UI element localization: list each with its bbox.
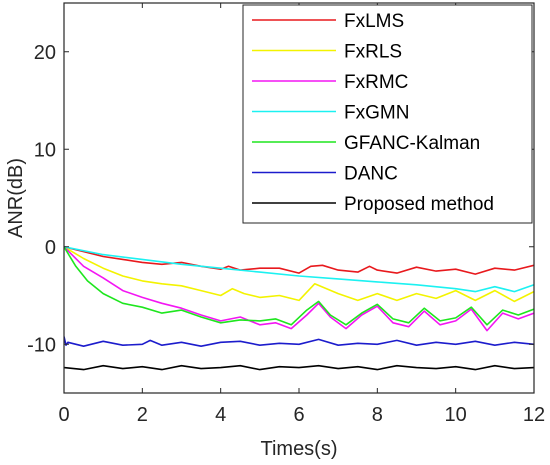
series-line-0 bbox=[64, 246, 534, 275]
y-tick-label-1: 0 bbox=[45, 237, 56, 259]
series-line-6 bbox=[64, 364, 534, 371]
legend-label-2: FxRMC bbox=[344, 72, 408, 93]
series-line-3 bbox=[64, 246, 534, 293]
legend-label-0: FxLMS bbox=[344, 11, 404, 32]
legend-label-3: FxGMN bbox=[344, 103, 409, 124]
legend-label-4: GFANC-Kalman bbox=[344, 133, 480, 154]
legend-box bbox=[242, 4, 533, 224]
legend-label-6: Proposed method bbox=[344, 194, 494, 215]
x-tick-label-2: 4 bbox=[215, 404, 226, 426]
x-tick-label-1: 2 bbox=[137, 404, 148, 426]
series-line-4 bbox=[64, 246, 534, 326]
y-axis-label: ANR(dB) bbox=[5, 158, 27, 238]
x-axis-label: Times(s) bbox=[260, 438, 337, 460]
series-line-5 bbox=[64, 336, 534, 347]
x-tick-label-5: 10 bbox=[445, 404, 467, 426]
x-tick-label-0: 0 bbox=[58, 404, 69, 426]
x-tick-label-3: 6 bbox=[293, 404, 304, 426]
x-tick-label-4: 8 bbox=[372, 404, 383, 426]
legend-label-1: FxRLS bbox=[344, 42, 402, 63]
legend-label-5: DANC bbox=[344, 164, 398, 185]
series-line-2 bbox=[64, 246, 534, 332]
series-line-1 bbox=[64, 246, 534, 303]
y-tick-label-3: 20 bbox=[34, 42, 56, 64]
y-tick-label-0: -10 bbox=[27, 334, 56, 356]
y-tick-label-2: 10 bbox=[34, 139, 56, 161]
legend: FxLMS FxRLS FxRMC FxGMN GFANC-Kalman DANC Prop… bbox=[242, 4, 533, 224]
x-tick-label-6: 12 bbox=[523, 404, 545, 426]
